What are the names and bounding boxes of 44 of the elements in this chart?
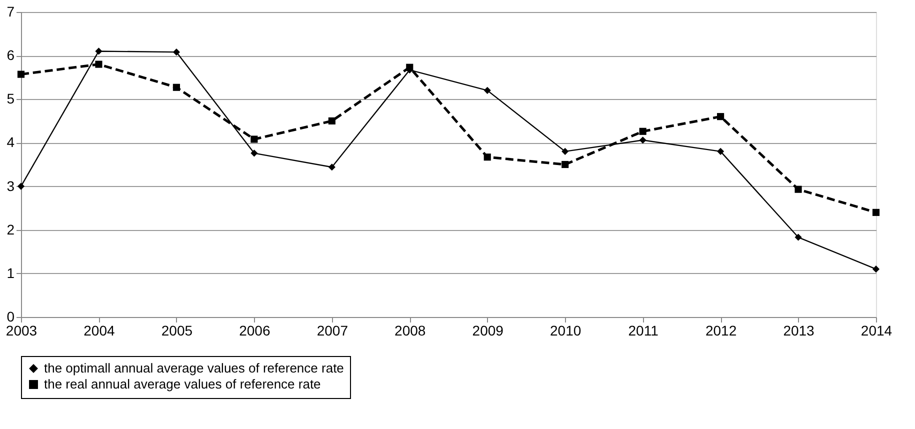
- x-tick-label: 2011: [628, 322, 659, 338]
- point: [717, 148, 724, 155]
- point: [250, 136, 258, 143]
- x-tick-label: 2007: [316, 322, 348, 338]
- point: [484, 154, 491, 161]
- y-tick-label: 3: [6, 178, 15, 194]
- point: [17, 182, 25, 190]
- legend-label: the optimall annual average values of reference rate: [44, 360, 344, 376]
- point: [172, 84, 180, 91]
- point: [250, 150, 258, 157]
- x-tick-label: 2004: [84, 322, 116, 338]
- x-tick-label: 2009: [472, 322, 504, 338]
- y-tick-label: 2: [6, 221, 15, 238]
- y-tick-label: 0: [6, 308, 15, 324]
- x-tick-label: 2010: [550, 322, 582, 338]
- x-tick-label: 2014: [860, 322, 892, 338]
- point: [717, 113, 724, 120]
- y-tick-label: 1: [6, 264, 15, 281]
- y-tick-label: 6: [6, 47, 15, 64]
- y-tick-label: 7: [6, 4, 15, 20]
- point: [639, 128, 646, 135]
- point: [172, 48, 180, 56]
- y-tick-label: 5: [6, 90, 15, 107]
- x-tick-label: 2008: [394, 322, 426, 338]
- point: [639, 136, 646, 144]
- point: [328, 164, 336, 171]
- y-tick-label: 4: [6, 134, 15, 150]
- point: [484, 86, 491, 94]
- point: [872, 266, 880, 273]
- point: [328, 117, 336, 124]
- point: [95, 60, 102, 68]
- x-tick-label: 2013: [783, 322, 815, 338]
- point: [562, 148, 569, 155]
- point: [562, 160, 569, 168]
- x-tick-label: 2003: [6, 322, 38, 338]
- point: [794, 186, 802, 193]
- x-tick-label: 2005: [161, 322, 193, 338]
- point: [794, 234, 802, 241]
- point: [17, 70, 25, 78]
- point: [872, 208, 880, 216]
- legend-label: the real annual average values of reference rate: [44, 376, 321, 392]
- point: [95, 48, 102, 55]
- x-tick-label: 2012: [705, 322, 737, 338]
- x-tick-label: 2006: [239, 322, 270, 338]
